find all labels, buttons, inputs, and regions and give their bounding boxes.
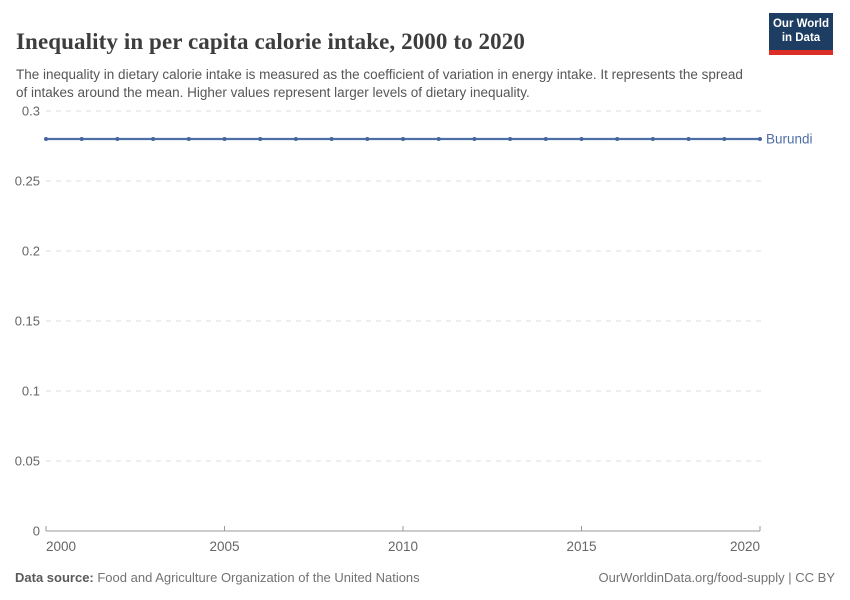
x-axis-tick-label: 2015 bbox=[566, 539, 596, 554]
owid-logo-line2: in Data bbox=[781, 31, 821, 44]
y-axis-tick-label: 0.05 bbox=[15, 454, 40, 469]
x-axis-tick-label: 2010 bbox=[388, 539, 418, 554]
data-point-marker[interactable] bbox=[258, 137, 263, 141]
data-point-marker[interactable] bbox=[436, 137, 441, 141]
data-point-marker[interactable] bbox=[615, 137, 620, 141]
data-point-marker[interactable] bbox=[115, 137, 120, 141]
data-point-marker[interactable] bbox=[579, 137, 584, 141]
data-point-marker[interactable] bbox=[44, 137, 48, 141]
x-axis-tick-label: 2005 bbox=[209, 539, 239, 554]
data-point-marker[interactable] bbox=[186, 137, 191, 141]
data-point-marker[interactable] bbox=[329, 137, 334, 141]
owid-logo[interactable]: Our World in Data bbox=[769, 13, 833, 55]
data-point-marker[interactable] bbox=[722, 137, 727, 141]
data-point-marker[interactable] bbox=[543, 137, 548, 141]
y-axis-tick-label: 0.15 bbox=[15, 314, 40, 329]
x-axis-tick-label: 2020 bbox=[730, 539, 760, 554]
data-source-label: Data source: bbox=[15, 570, 94, 585]
data-point-marker[interactable] bbox=[151, 137, 156, 141]
data-point-marker[interactable] bbox=[508, 137, 513, 141]
data-point-marker[interactable] bbox=[365, 137, 370, 141]
data-point-marker[interactable] bbox=[758, 137, 762, 141]
data-point-marker[interactable] bbox=[650, 137, 655, 141]
owid-logo-line1: Our World bbox=[772, 18, 829, 30]
y-axis-tick-label: 0 bbox=[33, 524, 40, 539]
credit-link[interactable]: OurWorldinData.org/food-supply | CC BY bbox=[598, 570, 835, 585]
data-point-marker[interactable] bbox=[472, 137, 477, 141]
data-source-note: Data source: Food and Agriculture Organi… bbox=[15, 570, 420, 585]
page-title: Inequality in per capita calorie intake,… bbox=[16, 29, 525, 55]
y-axis-tick-label: 0.2 bbox=[22, 244, 40, 259]
entity-label[interactable]: Burundi bbox=[766, 132, 813, 147]
y-axis-tick-label: 0.3 bbox=[22, 104, 40, 119]
data-point-marker[interactable] bbox=[79, 137, 84, 141]
data-point-marker[interactable] bbox=[222, 137, 227, 141]
y-axis-tick-label: 0.25 bbox=[15, 174, 40, 189]
data-point-marker[interactable] bbox=[293, 137, 298, 141]
y-axis-tick-label: 0.1 bbox=[22, 384, 40, 399]
chart-subtitle: The inequality in dietary calorie intake… bbox=[16, 66, 743, 100]
x-axis-tick-label: 2000 bbox=[46, 539, 76, 554]
data-point-marker[interactable] bbox=[686, 137, 691, 141]
data-source-text: Food and Agriculture Organization of the… bbox=[93, 570, 420, 585]
data-point-marker[interactable] bbox=[401, 137, 405, 141]
